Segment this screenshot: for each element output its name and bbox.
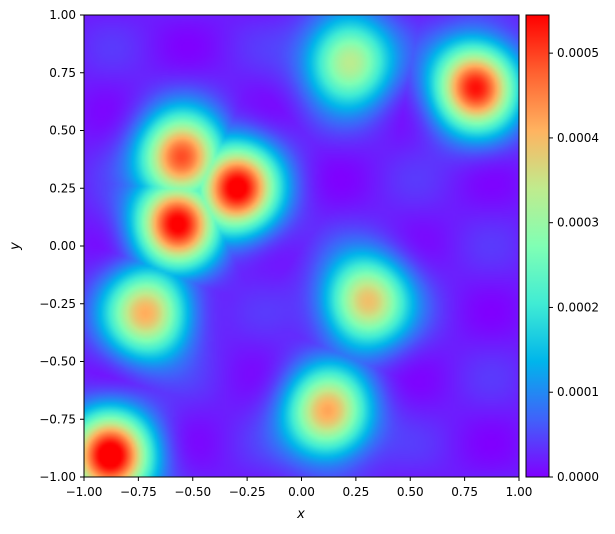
- colorbar-tick-label: 0.0003: [557, 216, 599, 230]
- x-tick-label: 0.00: [288, 485, 315, 499]
- colorbar: 0.0000 0.0001 0.0002 0.0003 0.0004 0.0005: [525, 14, 599, 484]
- heatmap-plot-area: [83, 14, 520, 478]
- y-tick-label: 0.75: [49, 66, 76, 80]
- y-axis: −1.00 −0.75 −0.50 −0.25 0.00 0.25 0.50 0.75 1.00: [39, 8, 84, 484]
- x-tick-label: −0.75: [120, 485, 157, 499]
- x-tick-label: 0.25: [343, 485, 370, 499]
- x-tick-label: −1.00: [66, 485, 103, 499]
- y-tick-label: 0.25: [49, 181, 76, 195]
- colorbar-tick-label: 0.0001: [557, 385, 599, 399]
- x-tick-label: 0.50: [397, 485, 424, 499]
- y-tick-label: 0.00: [49, 239, 76, 253]
- colorbar-tick-label: 0.0005: [557, 46, 599, 60]
- x-axis-label: x: [296, 507, 305, 522]
- y-axis-label: y: [8, 242, 23, 251]
- x-tick-label: −0.25: [229, 485, 266, 499]
- x-tick-label: −0.50: [174, 485, 211, 499]
- heatmap-image: [84, 15, 519, 477]
- colorbar-ticks: 0.0000 0.0001 0.0002 0.0003 0.0004 0.0005: [549, 46, 599, 484]
- colorbar-frame: [525, 14, 550, 478]
- colorbar-gradient: [526, 15, 549, 477]
- colorbar-tick-label: 0.0004: [557, 131, 599, 145]
- y-tick-label: −1.00: [39, 470, 76, 484]
- y-tick-label: 0.50: [49, 124, 76, 138]
- colorbar-tick-label: 0.0002: [557, 300, 599, 314]
- y-tick-label: 1.00: [49, 8, 76, 22]
- y-tick-label: −0.50: [39, 355, 76, 369]
- y-tick-label: −0.75: [39, 412, 76, 426]
- y-tick-label: −0.25: [39, 297, 76, 311]
- x-axis: −1.00 −0.75 −0.50 −0.25 0.00 0.25 0.50 0.75 1.00: [66, 477, 533, 499]
- colorbar-tick-label: 0.0000: [557, 470, 599, 484]
- x-tick-label: 0.75: [451, 485, 478, 499]
- x-tick-label: 1.00: [506, 485, 533, 499]
